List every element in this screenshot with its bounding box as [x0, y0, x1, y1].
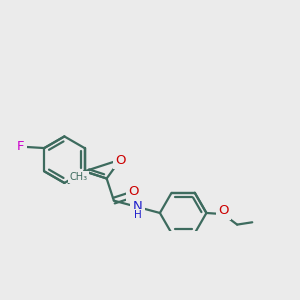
Text: O: O — [218, 204, 229, 218]
Text: F: F — [17, 140, 25, 153]
Text: O: O — [115, 154, 126, 167]
Text: CH₃: CH₃ — [70, 172, 88, 182]
Text: N: N — [133, 200, 142, 213]
Text: H: H — [134, 210, 141, 220]
Text: O: O — [128, 185, 139, 198]
